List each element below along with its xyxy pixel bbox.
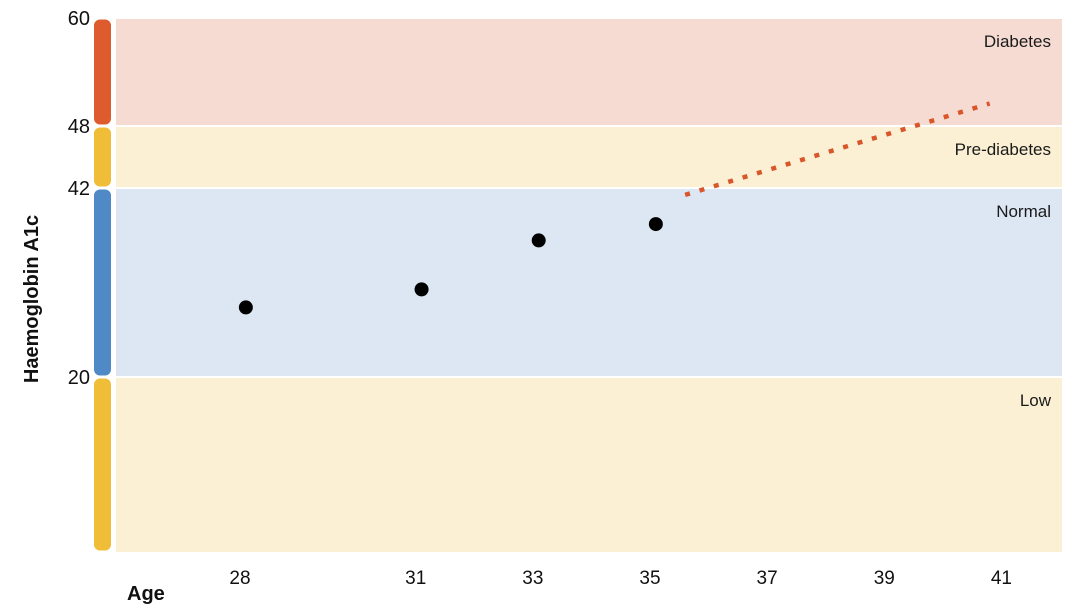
bar-segment-low	[94, 378, 111, 551]
y-tick-label: 42	[68, 178, 90, 200]
x-axis-ticks: 28 31 33 35 37 39 41	[229, 568, 1012, 589]
data-point	[648, 217, 663, 232]
band-diabetes	[116, 18, 1062, 126]
x-tick-label: 28	[229, 568, 250, 589]
band-label-diabetes: Diabetes	[984, 32, 1051, 51]
band-normal	[116, 188, 1062, 377]
y-tick-label: 20	[68, 367, 90, 389]
band-labels: Diabetes Pre-diabetes Normal Low	[955, 32, 1052, 410]
data-point	[238, 300, 253, 315]
bar-segment-diabetes	[94, 19, 111, 125]
band-low	[116, 377, 1062, 552]
x-tick-label: 37	[757, 568, 778, 589]
data-point	[414, 282, 429, 297]
data-point	[531, 233, 546, 248]
bar-segment-pre-diabetes	[94, 127, 111, 187]
band-label-normal: Normal	[996, 202, 1051, 221]
y-axis-ticks: 60 48 42 20	[68, 8, 90, 389]
x-tick-label: 39	[874, 568, 895, 589]
band-label-pre-diabetes: Pre-diabetes	[955, 140, 1051, 159]
y-tick-label: 60	[68, 8, 90, 30]
band-color-bar	[94, 19, 111, 551]
x-axis-title: Age	[127, 583, 165, 605]
band-pre-diabetes	[116, 126, 1062, 188]
x-tick-label: 41	[991, 568, 1012, 589]
band-backgrounds	[116, 17, 1062, 552]
band-label-low: Low	[1020, 391, 1052, 410]
y-tick-label: 48	[68, 116, 90, 138]
data-points	[238, 217, 663, 315]
y-axis-title: Haemoglobin A1c	[21, 215, 43, 383]
x-tick-label: 31	[405, 568, 426, 589]
x-tick-label: 33	[522, 568, 543, 589]
bar-segment-normal	[94, 189, 111, 376]
x-tick-label: 35	[639, 568, 660, 589]
